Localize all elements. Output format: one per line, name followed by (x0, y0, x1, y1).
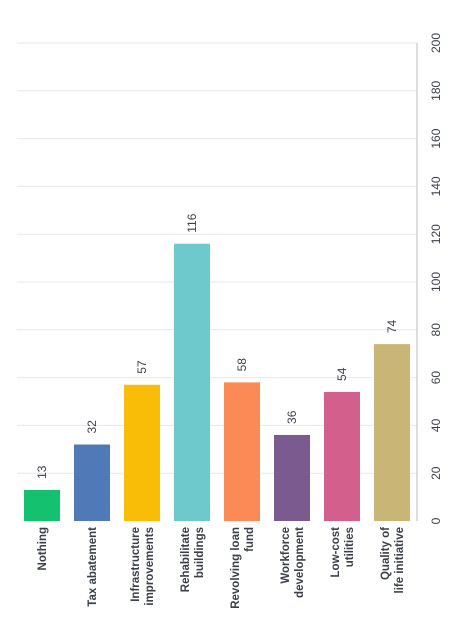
category-label-line: development (294, 527, 306, 598)
y-tick-label: 100 (429, 272, 443, 292)
category-label-line: Tax abatement (87, 527, 99, 607)
bar (74, 444, 110, 521)
bar (24, 489, 60, 521)
category-label: Rehabilitate buildings (180, 527, 206, 592)
category-label: Quality of life initiative (380, 527, 406, 594)
category-label-line: life initiative (394, 527, 406, 593)
bars (24, 243, 410, 521)
category-label-line: Workforce (280, 527, 292, 584)
data-label: 13 (35, 465, 49, 479)
category-label: Nothing (37, 527, 49, 570)
category-label-line: Nothing (37, 527, 49, 570)
category-label-line: Infrastructure (130, 527, 142, 602)
category-label-line: improvements (144, 527, 156, 606)
y-tick-label: 120 (429, 224, 443, 244)
category-label: Workforce development (280, 527, 306, 598)
bar (324, 391, 360, 521)
category-label-line: buildings (194, 527, 206, 578)
y-tick-label: 80 (429, 323, 443, 337)
category-label-line: Rehabilitate (180, 527, 192, 592)
category-label-line: Low-cost (330, 527, 342, 578)
y-tick-label: 60 (429, 371, 443, 385)
data-label: 116 (185, 213, 199, 232)
bar (124, 384, 160, 521)
y-tick-label: 180 (429, 80, 443, 100)
bar (174, 243, 210, 521)
category-label: Infrastructure improvements (130, 527, 156, 606)
value-axis-ticks: 0 20 40 60 80 100 120 140 160 180 200 (429, 33, 443, 525)
bar (274, 434, 310, 521)
data-label: 32 (85, 420, 99, 434)
data-labels: 13 32 57 116 58 36 54 74 (35, 213, 399, 479)
y-tick-label: 40 (429, 418, 443, 432)
category-labels: Nothing Tax abatement Infrastructure improv… (37, 527, 406, 609)
category-label-line: fund (244, 527, 256, 552)
bar (224, 382, 260, 521)
y-tick-label: 20 (429, 466, 443, 480)
data-label: 58 (235, 358, 249, 372)
data-label: 57 (135, 360, 149, 374)
category-label: Low-cost utilities (330, 527, 356, 578)
category-label-line: Revolving loan (230, 527, 242, 609)
data-label: 54 (335, 367, 349, 381)
category-label-line: utilities (344, 527, 356, 567)
category-label-line: Quality of (380, 527, 392, 580)
y-tick-label: 0 (429, 517, 443, 524)
data-label: 36 (285, 410, 299, 424)
data-label: 74 (385, 319, 399, 333)
category-label: Tax abatement (87, 527, 99, 607)
gridlines (17, 42, 417, 474)
category-label: Revolving loan fund (230, 527, 256, 609)
y-tick-label: 200 (429, 33, 443, 53)
y-tick-label: 160 (429, 128, 443, 148)
bar (374, 344, 410, 521)
y-tick-label: 140 (429, 176, 443, 196)
